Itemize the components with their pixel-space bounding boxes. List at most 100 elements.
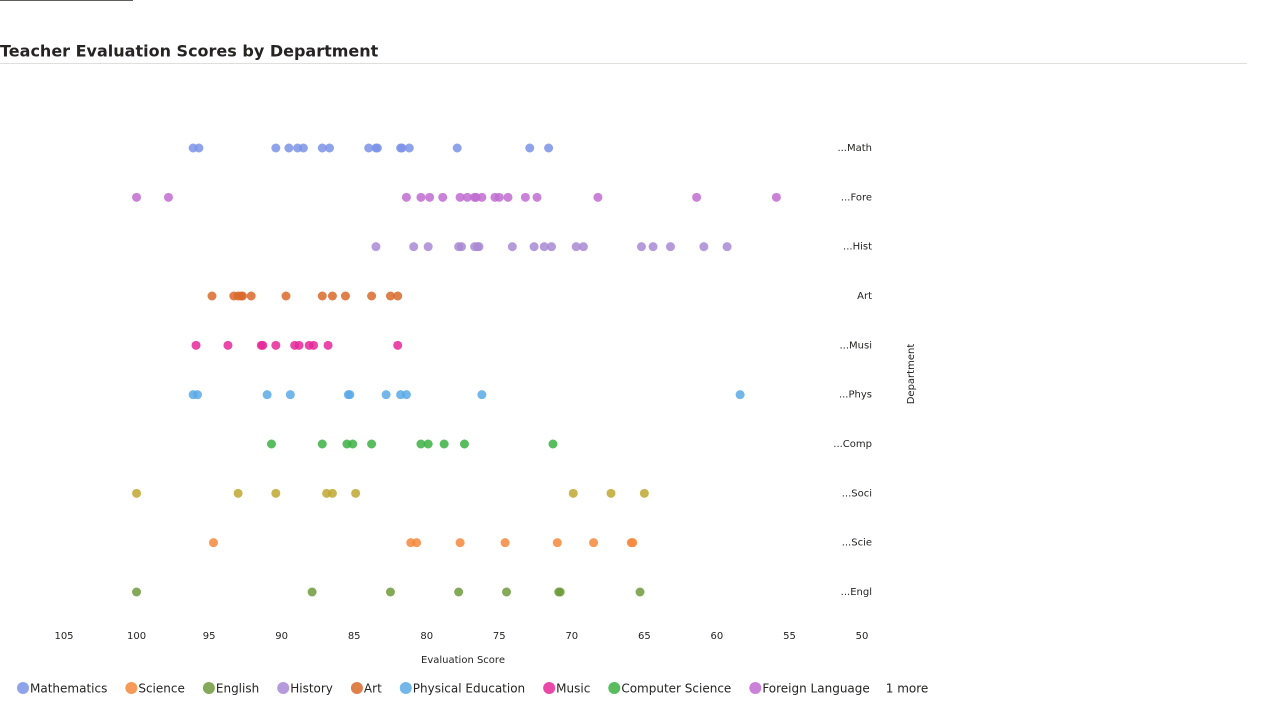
data-point <box>194 143 204 153</box>
data-point <box>262 390 272 400</box>
data-point <box>271 143 281 153</box>
data-point <box>606 488 616 498</box>
data-point <box>393 291 403 301</box>
data-point <box>284 143 294 153</box>
data-point <box>132 488 142 498</box>
data-point <box>348 439 358 449</box>
legend-label: English <box>216 682 259 696</box>
x-axis-label: Evaluation Score <box>421 655 505 666</box>
data-point <box>401 192 411 202</box>
data-point <box>455 538 465 548</box>
legend-marker <box>277 682 290 694</box>
x-tick-label: 55 <box>783 631 796 642</box>
legend-label: Physical Education <box>413 682 525 696</box>
y-tick-label: ...Fore <box>841 192 872 203</box>
data-point <box>452 143 462 153</box>
legend-marker <box>125 682 138 694</box>
legend-marker <box>399 682 412 694</box>
legend-label: Science <box>138 682 185 696</box>
data-point <box>309 340 319 350</box>
data-point <box>648 242 658 252</box>
y-tick-label: Art <box>857 291 872 302</box>
data-point <box>423 439 433 449</box>
legend-marker <box>350 682 363 694</box>
data-point <box>692 192 702 202</box>
data-point <box>233 488 243 498</box>
y-tick-label: ...Math <box>837 143 872 154</box>
data-point <box>191 340 201 350</box>
data-point <box>393 340 403 350</box>
data-point <box>416 439 426 449</box>
y-tick-label: ...Hist <box>843 242 872 253</box>
data-point <box>237 291 247 301</box>
data-point <box>327 488 337 498</box>
data-point <box>423 242 433 252</box>
data-point <box>722 242 732 252</box>
data-point <box>266 439 276 449</box>
data-point <box>578 242 588 252</box>
data-point <box>412 538 422 548</box>
x-tick-label: 100 <box>127 631 146 642</box>
data-point <box>520 192 530 202</box>
legend-label: Art <box>364 682 382 696</box>
data-point <box>401 390 411 400</box>
data-point <box>477 192 487 202</box>
data-point <box>271 340 281 350</box>
data-point <box>307 587 317 597</box>
legend-label: Mathematics <box>30 682 107 696</box>
data-point <box>636 242 646 252</box>
data-point <box>503 192 513 202</box>
y-tick-label: ...Soci <box>842 488 872 499</box>
data-point <box>271 488 281 498</box>
data-point <box>457 242 467 252</box>
data-point <box>325 143 335 153</box>
data-point <box>163 192 173 202</box>
data-point <box>371 242 381 252</box>
y-tick-label: ...Scie <box>842 538 872 549</box>
data-point <box>367 291 377 301</box>
data-point <box>317 291 327 301</box>
legend-label: Foreign Language <box>762 682 869 696</box>
x-tick-label: 90 <box>275 631 288 642</box>
data-point <box>665 242 675 252</box>
data-point <box>246 291 256 301</box>
data-point <box>317 439 327 449</box>
data-point <box>208 538 218 548</box>
data-point <box>477 390 487 400</box>
data-point <box>345 390 355 400</box>
data-point <box>132 192 142 202</box>
data-point <box>529 242 539 252</box>
y-axis-label: Department <box>906 344 917 405</box>
legend-more[interactable]: 1 more <box>886 682 929 696</box>
data-point <box>409 242 419 252</box>
legend-marker <box>17 682 29 694</box>
data-point <box>285 390 295 400</box>
data-point <box>555 587 565 597</box>
data-point <box>323 340 333 350</box>
y-tick-label: ...Engl <box>841 587 872 598</box>
data-point <box>635 587 645 597</box>
data-point <box>258 340 268 350</box>
x-tick-label: 105 <box>54 631 73 642</box>
data-point <box>223 340 233 350</box>
data-point <box>571 242 581 252</box>
data-point <box>364 143 374 153</box>
data-point <box>474 242 484 252</box>
data-point <box>327 291 337 301</box>
x-tick-label: 85 <box>348 631 361 642</box>
data-point <box>404 143 414 153</box>
data-point <box>438 192 448 202</box>
data-point <box>735 390 745 400</box>
y-tick-label: ...Phys <box>839 390 872 401</box>
data-point <box>385 587 395 597</box>
data-point <box>132 587 142 597</box>
y-tick-label: ...Comp <box>833 439 872 450</box>
y-tick-label: ...Musi <box>840 340 873 351</box>
x-tick-label: 70 <box>565 631 578 642</box>
data-point <box>416 192 426 202</box>
data-point <box>207 291 217 301</box>
x-tick-label: 65 <box>638 631 651 642</box>
data-point <box>568 488 578 498</box>
data-point <box>317 143 327 153</box>
